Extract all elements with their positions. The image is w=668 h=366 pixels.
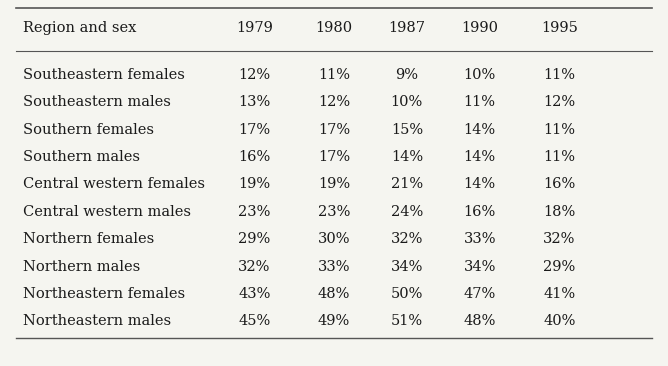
Text: 19%: 19%: [318, 178, 350, 191]
Text: Southeastern males: Southeastern males: [23, 95, 170, 109]
Text: 17%: 17%: [318, 150, 350, 164]
Text: 9%: 9%: [395, 68, 418, 82]
Text: Southeastern females: Southeastern females: [23, 68, 184, 82]
Text: 24%: 24%: [391, 205, 423, 219]
Text: Northern females: Northern females: [23, 232, 154, 246]
Text: 17%: 17%: [238, 123, 271, 137]
Text: 48%: 48%: [464, 314, 496, 328]
Text: 1987: 1987: [388, 21, 426, 35]
Text: 10%: 10%: [391, 95, 423, 109]
Text: 1979: 1979: [236, 21, 273, 35]
Text: 18%: 18%: [543, 205, 575, 219]
Text: 41%: 41%: [543, 287, 575, 301]
Text: 34%: 34%: [464, 259, 496, 274]
Text: 17%: 17%: [318, 123, 350, 137]
Text: 11%: 11%: [543, 123, 575, 137]
Text: 12%: 12%: [318, 95, 350, 109]
Text: Region and sex: Region and sex: [23, 21, 136, 35]
Text: 32%: 32%: [391, 232, 423, 246]
Text: 11%: 11%: [543, 150, 575, 164]
Text: 12%: 12%: [543, 95, 575, 109]
Text: 16%: 16%: [464, 205, 496, 219]
Text: 43%: 43%: [238, 287, 271, 301]
Text: 32%: 32%: [543, 232, 575, 246]
Text: 33%: 33%: [318, 259, 350, 274]
Text: Northeastern males: Northeastern males: [23, 314, 171, 328]
Text: 11%: 11%: [464, 95, 496, 109]
Text: 19%: 19%: [238, 178, 271, 191]
Text: 32%: 32%: [238, 259, 271, 274]
Text: 15%: 15%: [391, 123, 423, 137]
Text: Central western males: Central western males: [23, 205, 190, 219]
Text: 47%: 47%: [464, 287, 496, 301]
Text: 12%: 12%: [238, 68, 271, 82]
Text: 14%: 14%: [464, 150, 496, 164]
Text: 34%: 34%: [391, 259, 423, 274]
Text: Southern females: Southern females: [23, 123, 154, 137]
Text: 50%: 50%: [391, 287, 423, 301]
Text: 21%: 21%: [391, 178, 423, 191]
Text: 45%: 45%: [238, 314, 271, 328]
Text: 14%: 14%: [464, 123, 496, 137]
Text: 48%: 48%: [318, 287, 350, 301]
Text: Northeastern females: Northeastern females: [23, 287, 185, 301]
Text: 29%: 29%: [238, 232, 271, 246]
Text: 23%: 23%: [238, 205, 271, 219]
Text: 1995: 1995: [541, 21, 578, 35]
Text: 13%: 13%: [238, 95, 271, 109]
Text: Central western females: Central western females: [23, 178, 204, 191]
Text: 11%: 11%: [543, 68, 575, 82]
Text: 16%: 16%: [543, 178, 575, 191]
Text: 1980: 1980: [315, 21, 353, 35]
Text: 51%: 51%: [391, 314, 423, 328]
Text: 11%: 11%: [318, 68, 350, 82]
Text: Northern males: Northern males: [23, 259, 140, 274]
Text: 14%: 14%: [464, 178, 496, 191]
Text: 33%: 33%: [464, 232, 496, 246]
Text: 16%: 16%: [238, 150, 271, 164]
Text: 40%: 40%: [543, 314, 575, 328]
Text: 23%: 23%: [318, 205, 350, 219]
Text: 1990: 1990: [461, 21, 498, 35]
Text: 10%: 10%: [464, 68, 496, 82]
Text: 30%: 30%: [318, 232, 350, 246]
Text: 29%: 29%: [543, 259, 575, 274]
Text: 49%: 49%: [318, 314, 350, 328]
Text: 14%: 14%: [391, 150, 423, 164]
Text: Southern males: Southern males: [23, 150, 140, 164]
